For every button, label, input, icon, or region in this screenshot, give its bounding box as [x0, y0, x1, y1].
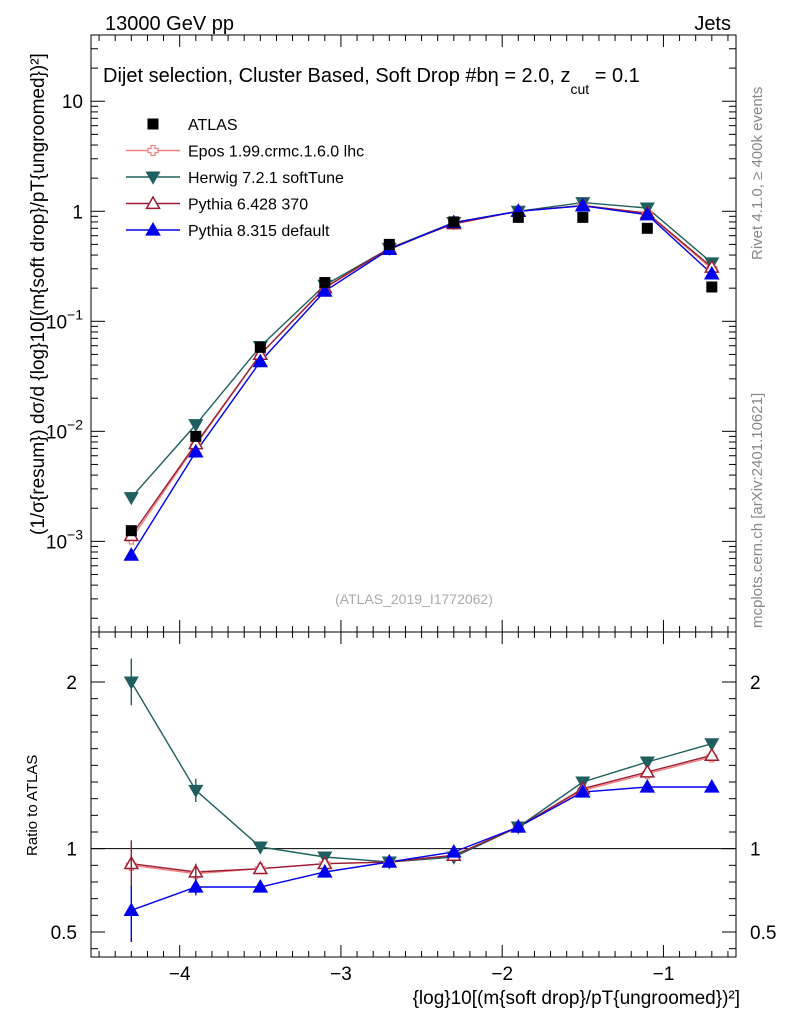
- series-0-line: [130, 205, 713, 540]
- plot-title: Dijet selection, Cluster Based, Soft Dro…: [103, 65, 640, 97]
- series-3-ratio-point: [639, 778, 656, 793]
- x-tick-label: −1: [653, 964, 675, 985]
- mcplots-label: mcplots.cern.ch [arXiv:2401.10621]: [749, 393, 766, 628]
- rivet-label: Rivet 4.1.0, ≥ 400k events: [749, 87, 766, 260]
- x-tick-label: −2: [491, 964, 513, 985]
- series-1-ratio-point: [252, 841, 268, 855]
- series-1-line: [130, 201, 713, 499]
- series-2-ratio-point: [252, 860, 269, 875]
- series-3-point: [188, 443, 204, 458]
- legend-4-label: Pythia 8.315 default: [188, 223, 330, 240]
- y-tick-label-ratio: 0.5: [51, 923, 77, 944]
- main-plot-marks: [123, 197, 720, 561]
- ratio-y-axis-label: Ratio to ATLAS: [24, 755, 41, 856]
- series-2-line: [130, 204, 713, 536]
- y-tick-label-main: 10−1: [46, 306, 83, 333]
- y-tick-label-ratio-right: 1: [750, 840, 761, 861]
- y-tick-label-ratio-right: 2: [750, 673, 761, 694]
- series-2-ratio-point: [704, 747, 720, 761]
- data-point: [254, 341, 266, 353]
- y-tick-label-main: 1: [72, 202, 83, 223]
- legend: ATLAS Epos 1.99.crmc.1.6.0 lhc Herwig 7.2.…: [126, 117, 364, 240]
- data-point: [383, 238, 395, 250]
- analysis-id: (ATLAS_2019_I1772062): [335, 591, 493, 607]
- series-3-ratio-point: [704, 778, 720, 793]
- data-point: [577, 211, 589, 223]
- series-3-ratio-point: [446, 843, 462, 858]
- plot-title-tail: = 0.1: [589, 65, 640, 87]
- series-3-point: [639, 206, 656, 221]
- series-3-ratio-point: [381, 853, 398, 868]
- series-3-point: [575, 197, 591, 212]
- x-tick-label: −4: [169, 964, 191, 985]
- legend-2-label: Herwig 7.2.1 softTune: [188, 170, 344, 187]
- y-tick-label-ratio-right: 0.5: [750, 923, 776, 944]
- series-1-point: [123, 492, 139, 506]
- legend-1-marker: [147, 144, 159, 157]
- y-tick-label-ratio: 1: [66, 840, 77, 861]
- plot-title-sub: cut: [570, 81, 589, 97]
- series-3-ratio-point: [510, 818, 527, 833]
- series-2-ratio-point: [639, 763, 656, 778]
- series-3-ratio-point: [317, 863, 333, 878]
- series-1-ratio-point: [704, 738, 720, 752]
- series-3-point: [704, 265, 720, 280]
- series-2-ratio-line: [131, 754, 712, 873]
- legend-1-label: Epos 1.99.crmc.1.6.0 lhc: [188, 144, 364, 161]
- x-tick-label: −3: [330, 964, 352, 985]
- series-3-line: [130, 205, 713, 556]
- data-point: [706, 281, 718, 293]
- y-tick-label-ratio: 2: [66, 673, 77, 694]
- series-3-point: [252, 353, 269, 368]
- header-right: Jets: [694, 13, 731, 35]
- main-y-axis-label: (1/σ{resum}) dσ/d {log}10[(m{soft drop}/…: [28, 53, 49, 535]
- plot-title-params: η = 2.0, z: [488, 65, 571, 87]
- series-1-point: [188, 419, 204, 433]
- header-left: 13000 GeV pp: [105, 13, 234, 35]
- x-axis-label: {log}10[(m{soft drop}/pT{ungroomed})²]: [413, 988, 740, 1009]
- y-tick-label-main: 10−3: [46, 526, 83, 553]
- y-tick-label-main: 10: [62, 92, 83, 113]
- data-point: [319, 277, 331, 289]
- data-point: [448, 216, 460, 228]
- y-tick-label-main: 10−2: [46, 416, 83, 443]
- data-point: [641, 222, 653, 234]
- ratio-panel-frame: [90, 631, 737, 958]
- legend-4-marker: [145, 221, 161, 236]
- data-point: [190, 430, 202, 442]
- series-3-ratio-point: [575, 783, 591, 798]
- series-3-point: [317, 283, 333, 297]
- series-3-point: [123, 547, 140, 561]
- series-3-ratio-line: [131, 786, 712, 911]
- ratio-plot-marks: [123, 658, 720, 942]
- plot-title-main: Dijet selection, Cluster Based, Soft Dro…: [103, 65, 488, 87]
- legend-0-label: ATLAS: [188, 117, 238, 134]
- axis-ticks: −4 −3 −2 −1 10−3 10−2 10−1 1 10 0.5 0.5 1 1 2 2: [46, 34, 776, 985]
- legend-3-label: Pythia 6.428 370: [188, 197, 308, 214]
- legend-2-marker: [145, 171, 161, 185]
- series-0-ratio-line: [131, 756, 712, 875]
- data-point: [512, 211, 524, 223]
- legend-0-marker: [147, 118, 159, 130]
- series-1-ratio-line: [130, 681, 713, 863]
- legend-3-marker: [145, 195, 161, 210]
- series-1-ratio-point: [639, 756, 655, 770]
- data-point: [125, 525, 137, 537]
